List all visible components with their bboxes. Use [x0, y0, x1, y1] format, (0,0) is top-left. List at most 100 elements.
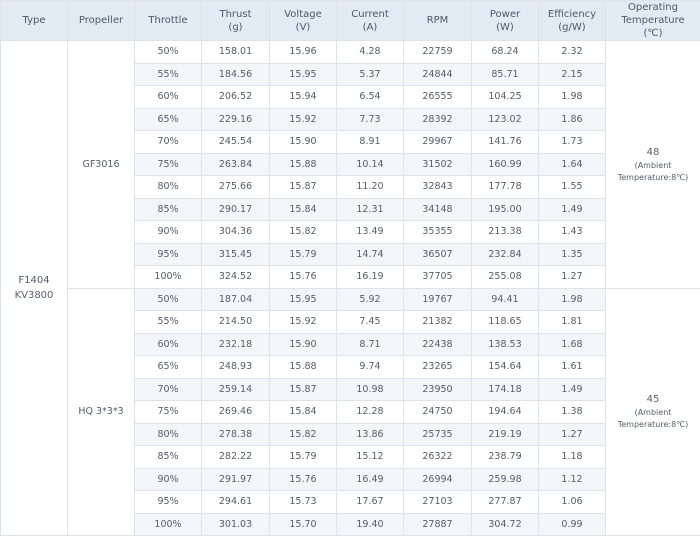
temperature-value: 45 [646, 394, 660, 406]
throttle-cell: 95% [134, 242, 202, 266]
voltage-cell: 15.73 [269, 490, 337, 514]
throttle-cell: 55% [134, 62, 202, 86]
propeller-cell: GF3016 [67, 40, 135, 289]
current-cell: 12.31 [336, 197, 404, 221]
voltage-cell: 15.82 [269, 220, 337, 244]
current-cell: 9.74 [336, 355, 404, 379]
table-row: 95% 294.61 15.73 17.67 27103 277.87 1.06 [1, 490, 700, 514]
power-cell: 277.87 [471, 490, 539, 514]
voltage-cell: 15.76 [269, 265, 337, 289]
ambient-temperature-note: (Ambient Temperature:8℃) [617, 160, 689, 182]
table-row: 100% 301.03 15.70 19.40 27887 304.72 0.99 [1, 512, 700, 536]
thrust-cell: 232.18 [201, 332, 270, 356]
current-cell: 7.73 [336, 107, 404, 131]
efficiency-cell: 1.55 [538, 175, 606, 199]
column-header-thrust: Thrust (g) [201, 0, 270, 41]
thrust-cell: 304.36 [201, 220, 270, 244]
rpm-cell: 35355 [403, 220, 472, 244]
column-header-label: Type [22, 15, 46, 26]
voltage-cell: 15.88 [269, 152, 337, 176]
thrust-cell: 324.52 [201, 265, 270, 289]
throttle-cell: 65% [134, 107, 202, 131]
motor-model: F1404 [18, 275, 50, 286]
throttle-cell: 70% [134, 130, 202, 154]
efficiency-cell: 1.61 [538, 355, 606, 379]
efficiency-cell: 1.43 [538, 220, 606, 244]
throttle-cell: 70% [134, 377, 202, 401]
column-header-throttle: Throttle [134, 0, 202, 41]
rpm-cell: 26994 [403, 467, 472, 491]
voltage-cell: 15.95 [269, 62, 337, 86]
efficiency-cell: 1.38 [538, 400, 606, 424]
column-header-label: Power [489, 8, 521, 20]
column-header-unit: (g/W) [558, 21, 586, 33]
efficiency-cell: 1.12 [538, 467, 606, 491]
table-row: 70% 245.54 15.90 8.91 29967 141.76 1.73 [1, 130, 700, 154]
thrust-cell: 248.93 [201, 355, 270, 379]
throttle-cell: 65% [134, 355, 202, 379]
table-row: 85% 282.22 15.79 15.12 26322 238.79 1.18 [1, 445, 700, 469]
table-row: HQ 3*3*3 50% 187.04 15.95 5.92 19767 94.41 1.98… [1, 287, 700, 536]
power-cell: 232.84 [471, 242, 539, 266]
column-header-unit: (V) [295, 21, 311, 33]
table-row: 75% 263.84 15.88 10.14 31502 160.99 1.64 [1, 152, 700, 176]
throttle-cell: 90% [134, 220, 202, 244]
thrust-cell: 282.22 [201, 445, 270, 469]
power-cell: 68.24 [471, 40, 539, 64]
voltage-cell: 15.94 [269, 85, 337, 109]
rpm-cell: 32843 [403, 175, 472, 199]
throttle-cell: 60% [134, 85, 202, 109]
throttle-cell: 75% [134, 152, 202, 176]
throttle-cell: 55% [134, 310, 202, 334]
ambient-temperature-note: (Ambient Temperature:8℃) [617, 408, 689, 430]
power-cell: 118.65 [471, 310, 539, 334]
power-cell: 85.71 [471, 62, 539, 86]
voltage-cell: 15.90 [269, 130, 337, 154]
column-header-label: Voltage [284, 8, 322, 20]
table-row: 65% 248.93 15.88 9.74 23265 154.64 1.61 [1, 355, 700, 379]
current-cell: 8.91 [336, 130, 404, 154]
thrust-cell: 158.01 [201, 40, 270, 64]
efficiency-cell: 1.49 [538, 197, 606, 221]
throttle-cell: 100% [134, 265, 202, 289]
thrust-cell: 187.04 [201, 287, 270, 311]
current-cell: 17.67 [336, 490, 404, 514]
voltage-cell: 15.82 [269, 422, 337, 446]
table-row: 80% 278.38 15.82 13.86 25735 219.19 1.27 [1, 422, 700, 446]
motor-kv: KV3800 [14, 290, 54, 301]
column-header-propeller: Propeller [67, 0, 135, 41]
power-cell: 94.41 [471, 287, 539, 311]
propeller-cell: HQ 3*3*3 [67, 287, 135, 536]
column-header-label: Thrust [219, 8, 252, 20]
current-cell: 12.28 [336, 400, 404, 424]
throttle-cell: 80% [134, 175, 202, 199]
rpm-cell: 23265 [403, 355, 472, 379]
thrust-cell: 291.97 [201, 467, 270, 491]
table-row: 60% 232.18 15.90 8.71 22438 138.53 1.68 [1, 332, 700, 356]
column-header-label: Operating Temperature [621, 2, 685, 26]
column-header-label: RPM [426, 15, 449, 26]
column-header-efficiency: Efficiency (g/W) [538, 0, 606, 41]
voltage-cell: 15.87 [269, 377, 337, 401]
table-row: 75% 269.46 15.84 12.28 24750 194.64 1.38 [1, 400, 700, 424]
table-body: F1404 KV3800 GF3016 50% 158.01 15.96 4.28 22759… [0, 40, 700, 536]
table-header: Type Propeller Throttle Thrust (g) Voltage (V)… [0, 0, 700, 41]
throttle-cell: 50% [134, 40, 202, 64]
voltage-cell: 15.79 [269, 445, 337, 469]
power-cell: 138.53 [471, 332, 539, 356]
voltage-cell: 15.84 [269, 400, 337, 424]
column-header-type: Type [0, 0, 68, 41]
efficiency-cell: 1.81 [538, 310, 606, 334]
efficiency-cell: 1.64 [538, 152, 606, 176]
voltage-cell: 15.79 [269, 242, 337, 266]
throttle-cell: 60% [134, 332, 202, 356]
column-header-unit: (g) [228, 21, 243, 33]
thrust-cell: 315.45 [201, 242, 270, 266]
efficiency-cell: 2.15 [538, 62, 606, 86]
column-header-label: Current [351, 8, 389, 20]
thrust-cell: 259.14 [201, 377, 270, 401]
power-cell: 238.79 [471, 445, 539, 469]
current-cell: 19.40 [336, 512, 404, 536]
throttle-cell: 95% [134, 490, 202, 514]
current-cell: 10.14 [336, 152, 404, 176]
